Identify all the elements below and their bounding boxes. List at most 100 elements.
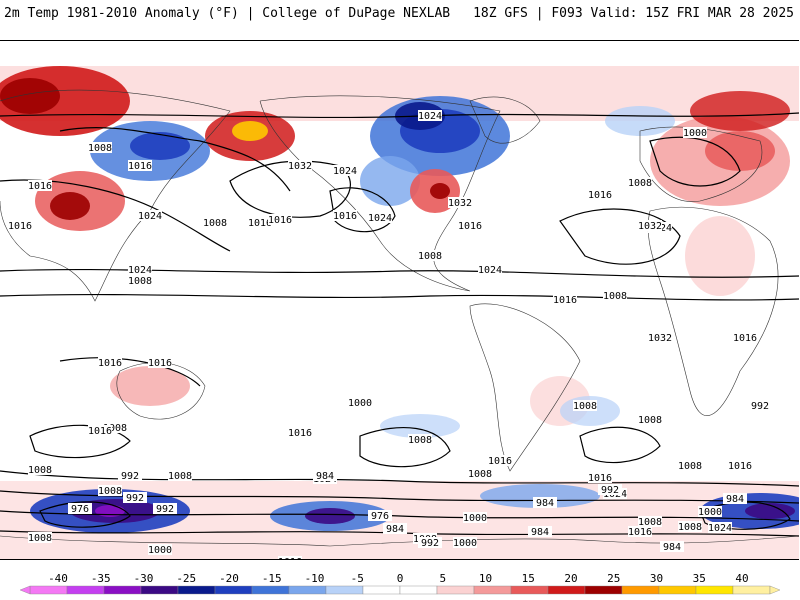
isobar-8: [559, 208, 681, 265]
pressure-label: 1032: [288, 161, 312, 172]
pressure-label: 1000: [453, 538, 477, 549]
pressure-label-bg: [278, 556, 302, 559]
central-us-core-anomaly: [430, 183, 450, 199]
pressure-label: 1016: [288, 428, 312, 439]
colorbar-tick-label: 20: [564, 572, 577, 585]
pressure-label-bg: [138, 210, 162, 221]
pressure-label: 1000: [698, 507, 722, 518]
pressure-label-bg: [313, 470, 337, 481]
pressure-label: 1032: [448, 198, 472, 209]
pressure-label-bg: [68, 503, 92, 514]
pressure-label: 1016: [588, 473, 612, 484]
pressure-label: 1016: [733, 333, 757, 344]
pressure-label-bg: [488, 455, 512, 466]
pressure-label: 1016: [588, 190, 612, 201]
pressure-label: 1008: [418, 251, 442, 262]
isobar-7: [0, 293, 799, 301]
colorbar-tick-label: 15: [522, 572, 535, 585]
colorbar-swatch: [436, 585, 475, 595]
colorbar-swatch: [732, 585, 771, 595]
pressure-label: 984: [531, 527, 549, 538]
pressure-label: 1024: [138, 211, 162, 222]
pressure-label: 1024: [368, 213, 392, 224]
pressure-label-bg: [463, 512, 487, 523]
pressure-label-bg: [603, 290, 627, 301]
model-run-info: 18Z GFS | F093 Valid: 15Z FRI MAR 28 202…: [473, 6, 794, 21]
pressure-label-bg: [88, 142, 112, 153]
pressure-label-bg: [8, 220, 32, 231]
isobar-2: [59, 127, 291, 192]
colorbar-swatch: [621, 585, 660, 595]
isobar-12: [359, 426, 451, 468]
colorbar-swatch: [288, 585, 327, 595]
pressure-label-bg: [678, 460, 702, 471]
colorbar-tick-label: 25: [607, 572, 620, 585]
pressure-label: 1008: [468, 469, 492, 480]
isobar-13: [579, 426, 661, 464]
pressure-label: 1016: [248, 218, 272, 229]
pressure-label: 1008: [678, 522, 702, 533]
pressure-label-bg: [368, 212, 392, 223]
east-europe-core-anomaly: [705, 131, 775, 171]
pressure-label: 1016: [628, 527, 652, 538]
pressure-label: 984: [663, 542, 681, 553]
colorbar-tick-label: -30: [134, 572, 154, 585]
pressure-label-bg: [118, 470, 142, 481]
colorbar-swatch: [658, 585, 697, 595]
pressure-label-bg: [288, 160, 312, 171]
pressure-label: 992: [421, 538, 439, 549]
pressure-label-bg: [553, 294, 577, 305]
pressure-label: 992: [156, 504, 174, 515]
north-asia-core-anomaly: [130, 132, 190, 160]
pressure-label-bg: [88, 425, 112, 436]
antarctica-east-core-anomaly: [745, 503, 795, 519]
pressure-label-bg: [708, 522, 732, 533]
pressure-label-bg: [148, 357, 172, 368]
pressure-label: 1008: [28, 465, 52, 476]
pressure-label-bg: [638, 220, 662, 231]
pressure-label-bg: [123, 492, 147, 503]
isobar-18: [39, 501, 131, 528]
pressure-label: 1008: [98, 486, 122, 497]
siberia-core-anomaly: [0, 78, 60, 114]
pressure-label-bg: [628, 177, 652, 188]
pressure-label: 1024: [478, 265, 502, 276]
pressure-label: 1000: [148, 545, 172, 556]
pressure-label-bg: [333, 210, 357, 221]
pressure-label-bg: [648, 332, 672, 343]
colorbar-swatch: [473, 585, 512, 595]
pressure-label: 1032: [648, 333, 672, 344]
pressure-label: 1008: [128, 276, 152, 287]
antarctica-mid-core-anomaly: [305, 508, 355, 524]
pressure-label: 1008: [168, 471, 192, 482]
colorbar-tick-label: -40: [48, 572, 68, 585]
colorbar-swatch: [66, 585, 105, 595]
pressure-label: 1024: [708, 523, 732, 534]
pressure-label: 1016: [8, 221, 32, 232]
pressure-label: 1008: [408, 435, 432, 446]
colorbar-tick-label: 5: [439, 572, 446, 585]
pressure-label: 1016: [148, 358, 172, 369]
pressure-label: 1016: [488, 456, 512, 467]
pressure-label-bg: [153, 503, 177, 514]
pressure-label: 984: [536, 498, 554, 509]
colorbar-swatch: [140, 585, 179, 595]
pressure-label-bg: [128, 160, 152, 171]
pressure-label-bg: [588, 472, 612, 483]
colorbar-swatch: [214, 585, 253, 595]
australia-warm-anomaly: [110, 366, 190, 406]
pressure-label-bg: [148, 544, 172, 555]
pressure-label-bg: [203, 217, 227, 228]
pressure-label-bg: [468, 468, 492, 479]
pressure-label: 1008: [203, 218, 227, 229]
pressure-label-bg: [418, 110, 442, 121]
pressure-label: 1008: [678, 461, 702, 472]
pressure-label-bg: [28, 464, 52, 475]
pressure-label-bg: [418, 250, 442, 261]
pressure-label-bg: [628, 526, 652, 537]
colorbar-tick-label: 0: [397, 572, 404, 585]
isobar-11: [29, 424, 131, 459]
pressure-label: 1016: [278, 557, 302, 559]
pressure-label-bg: [268, 214, 292, 225]
colorbar-tick-label: -20: [219, 572, 239, 585]
